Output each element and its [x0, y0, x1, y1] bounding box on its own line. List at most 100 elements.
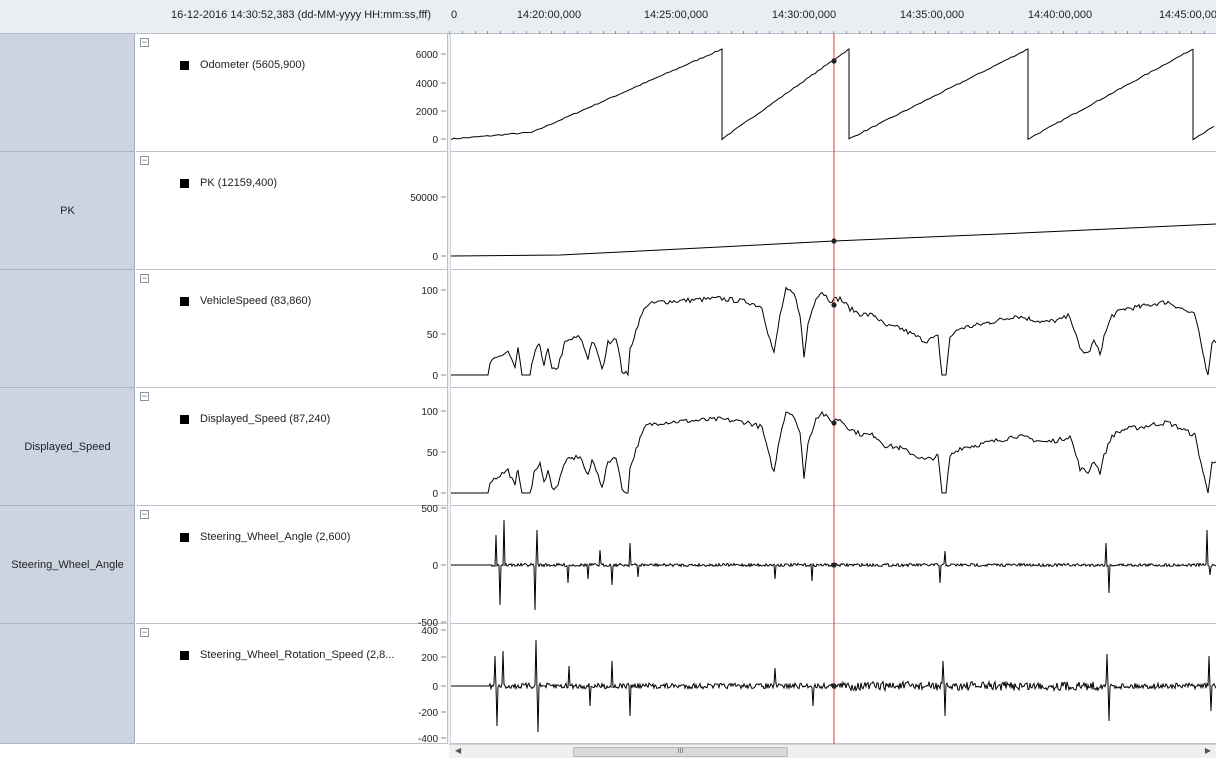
time-tick [679, 31, 681, 34]
time-tick [807, 31, 809, 34]
time-axis-header: 16-12-2016 14:30:52,383 (dd-MM-yyyy HH:m… [0, 0, 1216, 34]
y-tick-label: 0 [432, 135, 438, 146]
y-tick-label: 6000 [416, 50, 439, 61]
cursor-timestamp: 16-12-2016 14:30:52,383 (dd-MM-yyyy HH:m… [171, 9, 434, 21]
y-tick-label: -400 [418, 734, 438, 745]
collapse-icon[interactable]: − [140, 509, 149, 519]
group-rotation-speed[interactable] [0, 624, 135, 744]
signal-legend-label: Odometer (5605,900) [200, 59, 306, 71]
collapse-icon[interactable]: − [140, 391, 149, 401]
scroll-left-icon[interactable]: ◀ [455, 746, 462, 755]
time-tick [461, 31, 463, 34]
collapse-icon[interactable]: − [140, 155, 149, 165]
signal-legend-label: VehicleSpeed (83,860) [200, 295, 312, 307]
signal-panel: − Steering_Wheel_Rotation_Speed (2,8... [136, 624, 1216, 744]
signal-panel: − Odometer (5605,900) [136, 34, 1216, 152]
signal-legend[interactable]: Odometer (5605,900) [180, 59, 305, 71]
time-tick [1153, 31, 1154, 34]
time-tick [730, 31, 732, 34]
time-tick [871, 31, 873, 34]
signal-legend[interactable]: Displayed_Speed (87,240) [180, 413, 330, 425]
y-tick-label: 0 [432, 252, 438, 263]
y-tick-label: 400 [421, 626, 438, 637]
cursor-marker [831, 562, 837, 568]
time-tick [1076, 31, 1078, 34]
series-color-icon [180, 650, 189, 660]
time-tick [513, 31, 514, 34]
time-tick [948, 31, 950, 34]
y-tick-label: 0 [432, 682, 438, 693]
time-tick [538, 31, 540, 34]
time-tick [1204, 31, 1206, 34]
series-color-icon [180, 178, 189, 188]
group-steering-wheel-angle[interactable]: Steering_Wheel_Angle [0, 506, 135, 624]
time-tick [1114, 31, 1116, 34]
group-odometer[interactable] [0, 34, 135, 152]
time-tick [551, 31, 553, 34]
time-tick [1191, 31, 1193, 34]
signal-panel: − VehicleSpeed (83,860) [136, 270, 1216, 388]
horizontal-scrollbar[interactable]: ◀ III ▶ [449, 744, 1216, 758]
signal-legend-label: Steering_Wheel_Rotation_Speed (2,8... [200, 649, 395, 661]
group-vehiclespeed[interactable] [0, 270, 135, 388]
collapse-icon[interactable]: − [140, 273, 149, 283]
time-tick [833, 31, 834, 34]
plot-splitter[interactable] [447, 34, 451, 744]
y-tick-label: 4000 [416, 79, 439, 90]
cursor-marker [831, 302, 837, 308]
y-tick-label: -500 [418, 618, 438, 629]
time-tick [935, 31, 937, 34]
vehiclespeed-trace [451, 286, 1216, 377]
time-tick [705, 31, 706, 34]
group-displayed-speed[interactable]: Displayed_Speed [0, 388, 135, 506]
collapse-icon[interactable]: − [140, 37, 149, 47]
group-pk[interactable]: PK [0, 152, 135, 270]
time-tick [858, 31, 860, 34]
time-tick [794, 31, 796, 34]
time-tick-label: 14:25:00,000 [643, 9, 709, 21]
time-tick [474, 31, 476, 34]
time-tick [986, 31, 988, 34]
time-tick-label: 14:30:00,000 [771, 9, 837, 21]
collapse-icon[interactable]: − [140, 627, 149, 637]
time-tick [1037, 31, 1039, 34]
odometer-trace [450, 48, 1215, 141]
cursor-marker [831, 683, 837, 689]
series-color-icon [180, 296, 189, 306]
time-tick-label: 0 [450, 9, 458, 21]
signal-legend-label: Displayed_Speed (87,240) [200, 413, 331, 425]
scroll-right-icon[interactable]: ▶ [1204, 746, 1211, 755]
time-tick-label: 14:40:00,000 [1027, 9, 1093, 21]
signal-panel: − PK (12159,400) [136, 152, 1216, 270]
signal-legend[interactable]: VehicleSpeed (83,860) [180, 295, 311, 307]
signal-legend[interactable]: Steering_Wheel_Angle (2,600) [180, 531, 350, 543]
y-tick-label: 50 [427, 330, 439, 341]
y-tick-label: 0 [432, 371, 438, 382]
time-tick [820, 31, 822, 34]
y-tick-label: 0 [432, 489, 438, 500]
signal-legend[interactable]: Steering_Wheel_Rotation_Speed (2,8... [180, 649, 394, 661]
time-tick [845, 31, 847, 34]
series-color-icon [180, 532, 189, 542]
time-tick [666, 31, 668, 34]
time-tick [909, 31, 911, 34]
signal-panel: − Steering_Wheel_Angle (2,600) [136, 506, 1216, 624]
time-tick [1140, 31, 1142, 34]
scrollbar-thumb[interactable]: III [573, 747, 788, 757]
time-tick-label: 14:35:00,000 [899, 9, 965, 21]
time-axis-scale[interactable]: 0 14:20:00,000 14:25:00,000 14:30:00,000 14:… [449, 0, 1216, 34]
cursor-marker [831, 238, 837, 244]
time-tick [1165, 31, 1167, 34]
y-tick-label: 0 [432, 561, 438, 572]
time-tick-label: 14:45:00,00 [1158, 9, 1216, 21]
time-tick [961, 31, 962, 34]
y-tick-label: 500 [421, 504, 438, 515]
time-tick [884, 31, 886, 34]
group-column [0, 34, 135, 744]
cursor-marker [831, 420, 837, 426]
signal-legend[interactable]: PK (12159,400) [180, 177, 277, 189]
time-tick [1063, 31, 1065, 34]
time-tick [1025, 31, 1026, 34]
series-color-icon [180, 414, 189, 424]
